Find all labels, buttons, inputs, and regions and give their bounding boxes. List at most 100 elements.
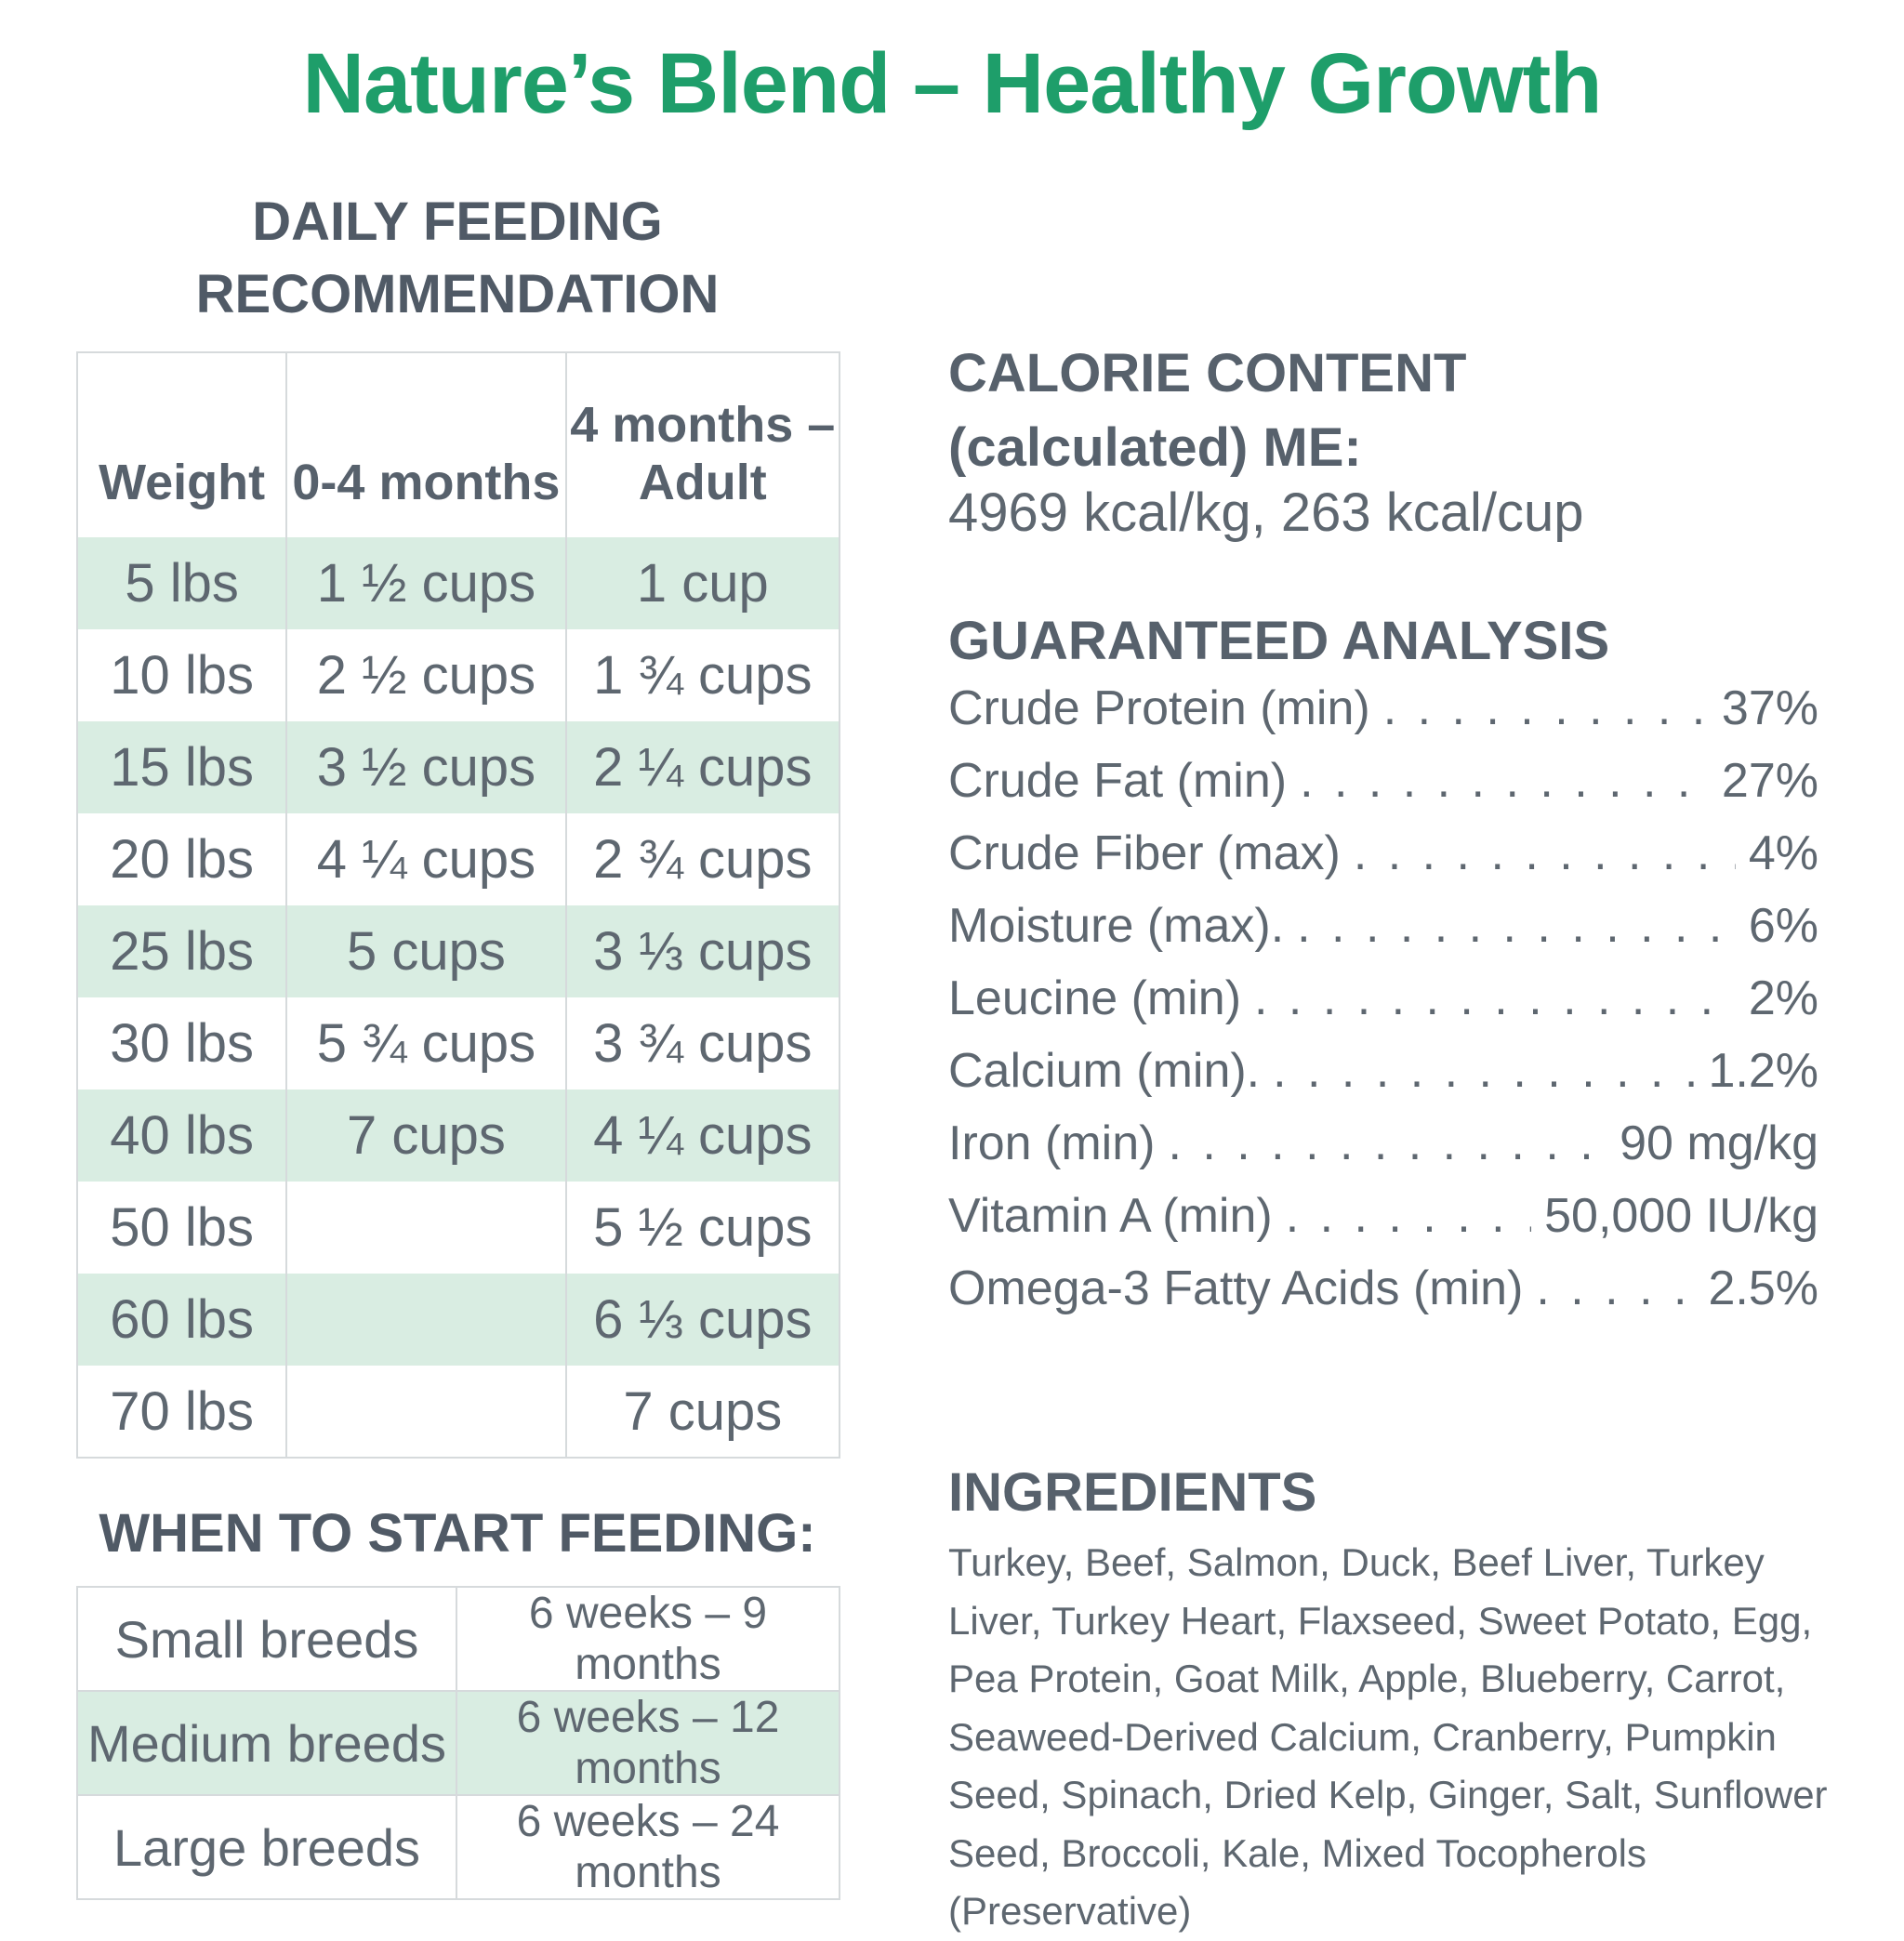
weight-cell: 25 lbs <box>75 905 288 997</box>
analysis-value: 2% <box>1748 971 1818 1025</box>
ingredients-text: Turkey, Beef, Salmon, Duck, Beef Liver, … <box>948 1540 1828 1933</box>
start-feeding-heading: WHEN TO START FEEDING: <box>99 1503 816 1564</box>
puppy-amount-cell: 1 ½ cups <box>285 537 567 629</box>
analysis-value: 2.5% <box>1708 1261 1818 1315</box>
dot-leader <box>1168 1116 1606 1171</box>
puppy-amount-cell: 5 cups <box>285 905 567 997</box>
start-feeding-table: Small breeds 6 weeks – 9 months Medium b… <box>76 1586 840 1900</box>
table-row: 40 lbs 7 cups 4 ¼ cups <box>75 1089 841 1182</box>
dot-leader <box>1383 680 1709 736</box>
calorie-heading-line2: (calculated) ME: <box>948 417 1362 478</box>
analysis-value: 50,000 IU/kg <box>1544 1189 1818 1243</box>
dot-leader <box>1536 1261 1695 1316</box>
list-item: Vitamin A (min) 50,000 IU/kg <box>948 1188 1818 1261</box>
analysis-value: 1.2% <box>1708 1044 1818 1098</box>
feeding-table: Weight 0-4 months 4 months – Adult 5 lbs… <box>75 351 841 1459</box>
list-item: Crude Protein (min) 37% <box>948 680 1818 753</box>
analysis-value: 27% <box>1721 754 1818 808</box>
puppy-amount-cell: 2 ½ cups <box>285 629 567 721</box>
weight-cell: 50 lbs <box>75 1182 288 1274</box>
dot-leader <box>1286 1188 1531 1244</box>
puppy-amount-cell: 5 ¾ cups <box>285 997 567 1089</box>
table-row: 5 lbs 1 ½ cups 1 cup <box>75 537 841 629</box>
analysis-name: Calcium (min). <box>948 1044 1261 1098</box>
analysis-list: Crude Protein (min) 37% Crude Fat (min) … <box>948 680 1818 1333</box>
adult-amount-cell: 2 ¾ cups <box>564 813 841 905</box>
adult-amount-cell: 5 ½ cups <box>564 1182 841 1274</box>
table-row: Medium breeds 6 weeks – 12 months <box>76 1690 840 1796</box>
table-row: 25 lbs 5 cups 3 ⅓ cups <box>75 905 841 997</box>
weight-cell: 15 lbs <box>75 721 288 813</box>
analysis-name: Leucine (min) <box>948 971 1242 1025</box>
analysis-name: Crude Fat (min) <box>948 754 1288 808</box>
age-range-cell: 6 weeks – 9 months <box>456 1586 840 1692</box>
list-item: Crude Fat (min) 27% <box>948 753 1818 825</box>
adult-amount-cell: 3 ⅓ cups <box>564 905 841 997</box>
list-item: Iron (min) 90 mg/kg <box>948 1116 1818 1188</box>
age-range-cell: 6 weeks – 24 months <box>456 1794 840 1900</box>
puppy-amount-cell <box>285 1274 567 1366</box>
list-item: Omega-3 Fatty Acids (min) 2.5% <box>948 1261 1818 1333</box>
weight-cell: 40 lbs <box>75 1089 288 1182</box>
list-item: Moisture (max). 6% <box>948 898 1818 970</box>
table-row: 50 lbs 5 ½ cups <box>75 1182 841 1274</box>
feeding-heading-line1: DAILY FEEDING <box>252 191 663 252</box>
analysis-value: 6% <box>1748 899 1818 953</box>
analysis-name: Crude Fiber (max) <box>948 826 1341 880</box>
analysis-name: Crude Protein (min) <box>948 681 1370 735</box>
table-row: 15 lbs 3 ½ cups 2 ¼ cups <box>75 721 841 813</box>
analysis-value: 37% <box>1721 681 1818 735</box>
breed-cell: Medium breeds <box>76 1690 457 1796</box>
weight-cell: 5 lbs <box>75 537 288 629</box>
analysis-heading: GUARANTEED ANALYSIS <box>948 611 1610 671</box>
age-range-cell: 6 weeks – 12 months <box>456 1690 840 1796</box>
table-row: 10 lbs 2 ½ cups 1 ¾ cups <box>75 629 841 721</box>
dot-leader <box>1354 825 1736 881</box>
feeding-heading-line2: RECOMMENDATION <box>195 264 720 324</box>
header-4-months-adult: 4 months – Adult <box>564 351 841 537</box>
analysis-value: 4% <box>1748 826 1818 880</box>
table-row: 30 lbs 5 ¾ cups 3 ¾ cups <box>75 997 841 1089</box>
analysis-name: Moisture (max). <box>948 899 1285 953</box>
weight-cell: 10 lbs <box>75 629 288 721</box>
list-item: Calcium (min). 1.2% <box>948 1043 1818 1116</box>
puppy-amount-cell: 3 ½ cups <box>285 721 567 813</box>
analysis-value: 90 mg/kg <box>1620 1116 1818 1170</box>
ingredients-heading: INGREDIENTS <box>948 1462 1317 1523</box>
dot-leader <box>1297 898 1736 954</box>
table-row: 70 lbs 7 cups <box>75 1366 841 1459</box>
breed-cell: Small breeds <box>76 1586 457 1692</box>
analysis-name: Omega-3 Fatty Acids (min) <box>948 1261 1524 1315</box>
calorie-heading: CALORIE CONTENT (calculated) ME: <box>948 337 1466 485</box>
feeding-table-header: Weight 0-4 months 4 months – Adult <box>75 351 841 537</box>
calorie-heading-line1: CALORIE CONTENT <box>948 343 1467 403</box>
adult-amount-cell: 3 ¾ cups <box>564 997 841 1089</box>
calorie-value: 4969 kcal/kg, 263 kcal/cup <box>948 482 1584 543</box>
puppy-amount-cell <box>285 1182 567 1274</box>
header-0-4-months: 0-4 months <box>285 351 567 537</box>
table-row: Large breeds 6 weeks – 24 months <box>76 1794 840 1900</box>
adult-amount-cell: 4 ¼ cups <box>564 1089 841 1182</box>
table-row: 20 lbs 4 ¼ cups 2 ¾ cups <box>75 813 841 905</box>
weight-cell: 60 lbs <box>75 1274 288 1366</box>
page-title: Nature’s Blend – Healthy Growth <box>302 36 1603 131</box>
analysis-name: Iron (min) <box>948 1116 1156 1170</box>
weight-cell: 20 lbs <box>75 813 288 905</box>
dot-leader <box>1254 970 1736 1026</box>
list-item: Leucine (min) 2% <box>948 970 1818 1043</box>
weight-cell: 70 lbs <box>75 1366 288 1459</box>
analysis-name: Vitamin A (min) <box>948 1189 1273 1243</box>
table-row: 60 lbs 6 ⅓ cups <box>75 1274 841 1366</box>
list-item: Crude Fiber (max) 4% <box>948 825 1818 898</box>
dot-leader <box>1300 753 1709 809</box>
weight-cell: 30 lbs <box>75 997 288 1089</box>
breed-cell: Large breeds <box>76 1794 457 1900</box>
table-row: Small breeds 6 weeks – 9 months <box>76 1586 840 1692</box>
adult-amount-cell: 1 cup <box>564 537 841 629</box>
puppy-amount-cell: 7 cups <box>285 1089 567 1182</box>
adult-amount-cell: 7 cups <box>564 1366 841 1459</box>
adult-amount-cell: 2 ¼ cups <box>564 721 841 813</box>
adult-amount-cell: 6 ⅓ cups <box>564 1274 841 1366</box>
puppy-amount-cell: 4 ¼ cups <box>285 813 567 905</box>
dot-leader <box>1273 1043 1695 1099</box>
